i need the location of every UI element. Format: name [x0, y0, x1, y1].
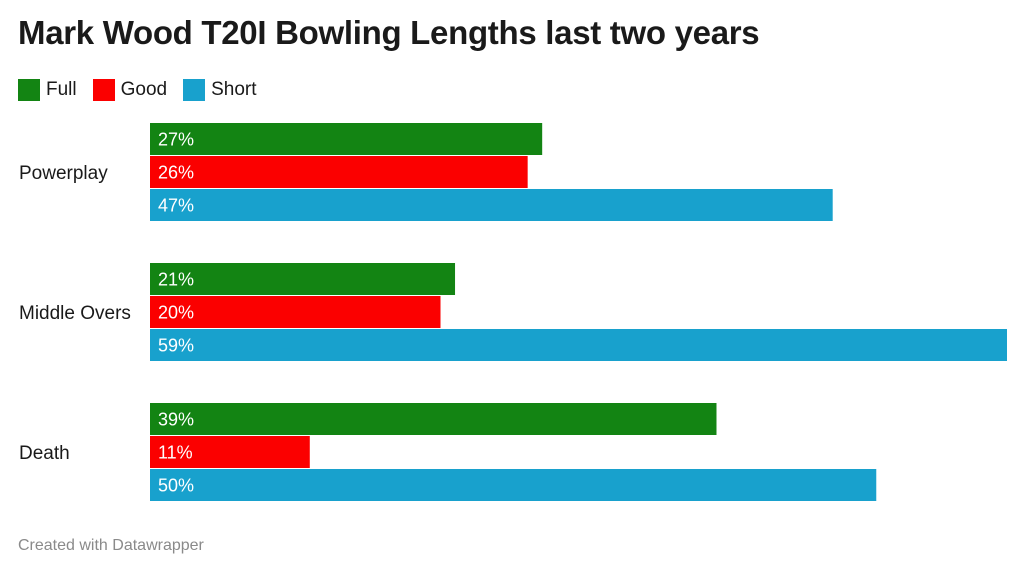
- bar-short: [150, 469, 877, 501]
- bar-short: [150, 189, 833, 221]
- bar-value-label: 27%: [158, 130, 194, 150]
- bar-full: [150, 403, 717, 435]
- bar-value-label: 39%: [158, 410, 194, 430]
- category-label: Powerplay: [19, 163, 108, 184]
- legend-item-full: Full: [18, 79, 77, 101]
- legend-item-good: Good: [92, 79, 168, 101]
- bar-value-label: 11%: [158, 443, 193, 463]
- bar-value-label: 47%: [158, 196, 194, 216]
- category-label: Middle Overs: [19, 303, 131, 324]
- bar-value-label: 26%: [158, 163, 194, 183]
- legend-item-short: Short: [183, 79, 257, 101]
- bar-value-label: 21%: [158, 270, 194, 290]
- legend-label: Good: [120, 79, 168, 100]
- legend: Full Good Short: [18, 78, 273, 102]
- bar-good: [150, 296, 441, 328]
- bar-chart: Powerplay 27% 26% 47% Middle Overs 21% 20% 59% D…: [19, 123, 1007, 501]
- bar-good: [150, 436, 310, 468]
- category-label: Death: [19, 443, 70, 464]
- bar-value-label: 20%: [158, 303, 194, 323]
- legend-label: Short: [211, 79, 257, 100]
- bar-value-label: 59%: [158, 336, 194, 356]
- legend-swatch: [183, 79, 206, 101]
- bar-full: [150, 123, 543, 155]
- bar-value-label: 50%: [158, 476, 194, 496]
- bar-short: [150, 329, 1007, 361]
- chart-title: Mark Wood T20I Bowling Lengths last two …: [18, 14, 760, 51]
- footer-credit: Created with Datawrapper: [18, 537, 204, 554]
- bar-good: [150, 156, 528, 188]
- legend-swatch: [92, 79, 115, 101]
- legend-label: Full: [46, 79, 77, 100]
- bar-full: [150, 263, 456, 295]
- legend-swatch: [18, 79, 40, 101]
